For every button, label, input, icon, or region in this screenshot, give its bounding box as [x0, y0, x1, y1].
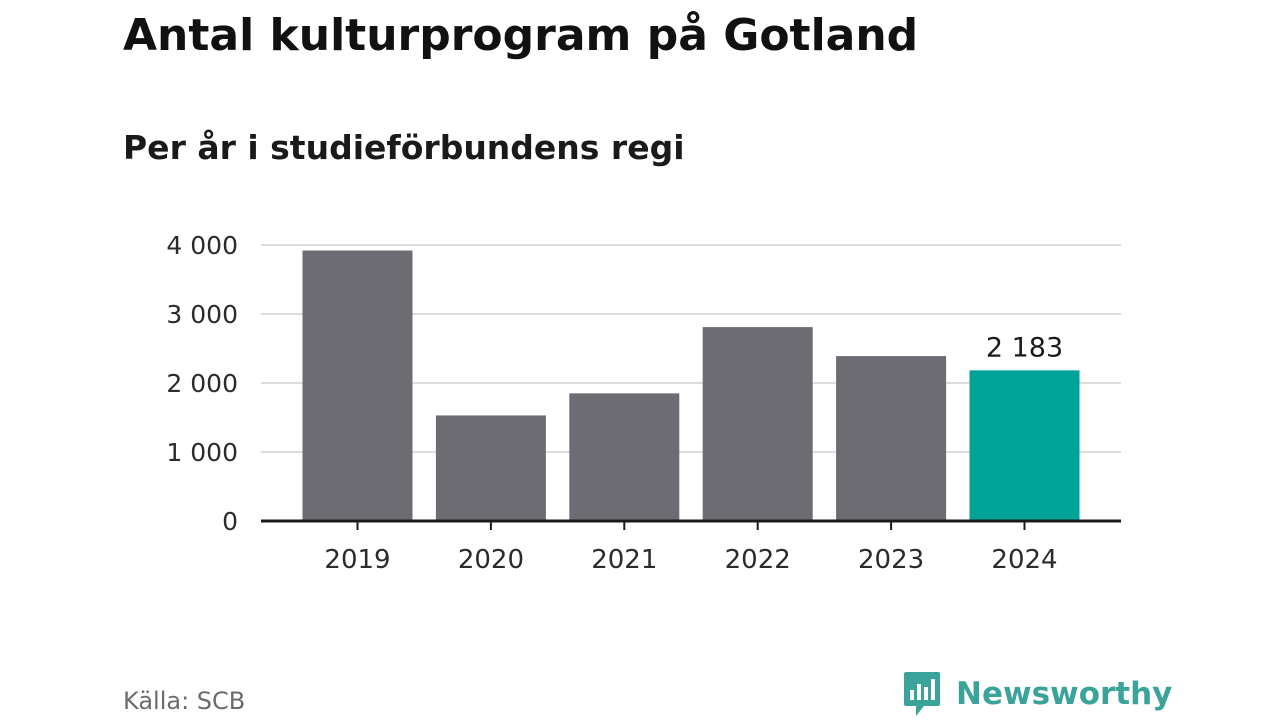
- bars: [302, 250, 1080, 521]
- y-tick-label: 2 000: [166, 369, 238, 398]
- x-tick-label: 2020: [458, 545, 524, 575]
- bar-2021: [569, 393, 680, 521]
- y-axis-tick-labels: 0 1 000 2 000 3 000 4 000: [166, 231, 238, 536]
- data-label-2024: 2 183: [986, 332, 1063, 363]
- x-tick-label: 2024: [991, 545, 1057, 575]
- chart-title: Antal kulturprogram på Gotland: [123, 10, 919, 61]
- bar-2020: [435, 415, 546, 521]
- x-tick-label: 2022: [725, 545, 791, 575]
- bar-chart: 0 1 000 2 000 3 000 4 000 2 183 2019 2020 2021…: [166, 231, 1121, 575]
- chart-subtitle: Per år i studieförbundens regi: [123, 128, 685, 167]
- y-tick-label: 1 000: [166, 438, 238, 467]
- bar-2024: [969, 370, 1080, 521]
- brand-logo: Newsworthy: [902, 670, 1172, 718]
- x-tick-label: 2023: [858, 545, 924, 575]
- bar-2022: [702, 327, 813, 521]
- y-tick-label: 4 000: [166, 231, 238, 260]
- x-tick-label: 2019: [324, 545, 390, 575]
- y-tick-label: 0: [222, 507, 238, 536]
- bar-2023: [836, 356, 947, 521]
- x-axis: 2019 2020 2021 2022 2023 2024: [261, 519, 1121, 575]
- data-labels: 2 183: [986, 332, 1063, 363]
- newsworthy-logo-icon: [904, 672, 940, 716]
- y-tick-label: 3 000: [166, 300, 238, 329]
- bar-2019: [302, 250, 413, 521]
- x-tick-label: 2021: [591, 545, 657, 575]
- source-note: Källa: SCB: [123, 687, 246, 715]
- brand-name: Newsworthy: [956, 676, 1173, 712]
